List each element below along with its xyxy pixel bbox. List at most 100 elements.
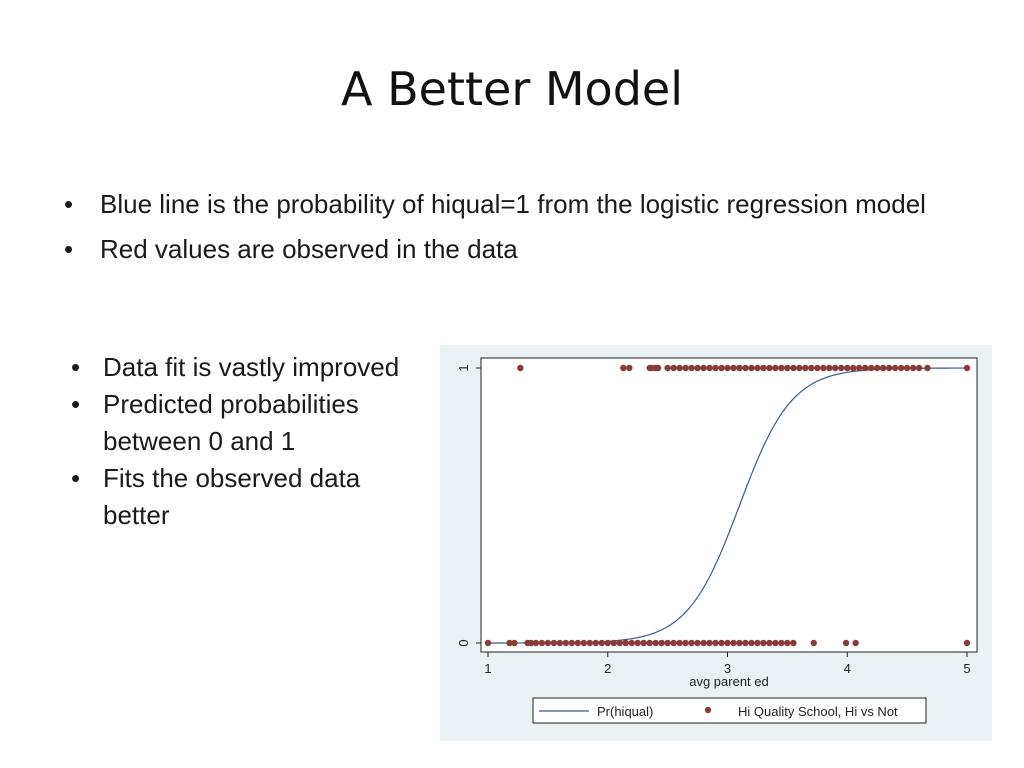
observed-point-y1 [736, 364, 743, 372]
observed-point-y1 [676, 364, 683, 372]
observed-point-y0 [760, 639, 767, 647]
observed-point-y1 [760, 364, 767, 372]
top-bullet-list: Blue line is the probability of hiqual=1… [64, 186, 960, 276]
observed-point-y0 [586, 639, 593, 647]
x-tick-label: 3 [724, 661, 731, 676]
observed-point-y1 [885, 364, 893, 372]
observed-point-y0 [754, 639, 761, 647]
observed-point-y0 [712, 639, 719, 647]
observed-point-y0 [682, 639, 689, 647]
observed-point-y0 [634, 639, 641, 647]
observed-point-y1 [891, 364, 899, 372]
observed-point-y0 [628, 639, 635, 647]
observed-point-y0 [810, 639, 817, 647]
observed-point-y1 [664, 364, 671, 372]
observed-point-y0 [622, 639, 629, 647]
observed-point-y0 [506, 639, 513, 647]
observed-point-y0 [772, 639, 779, 647]
observed-point-y1 [626, 364, 633, 372]
observed-point-y0 [511, 639, 518, 647]
observed-point-y1 [820, 364, 827, 372]
observed-point-y1 [814, 364, 821, 372]
y-axis: 01 [456, 364, 481, 647]
observed-point-y1 [712, 364, 719, 372]
legend-point-swatch [704, 706, 712, 714]
x-tick-label: 2 [604, 661, 611, 676]
x-axis-label: avg parent ed [689, 674, 769, 689]
observed-point-y1 [620, 364, 627, 372]
observed-point-y1 [700, 364, 707, 372]
observed-point-y0 [610, 639, 617, 647]
observed-point-y0 [556, 639, 564, 647]
legend: Pr(hiqual) Hi Quality School, Hi vs Not [532, 697, 927, 724]
observed-point-y0 [778, 639, 785, 647]
observed-point-y0 [598, 639, 605, 647]
observed-point-y0 [484, 639, 492, 647]
observed-point-y1 [706, 364, 713, 372]
observed-point-y0 [658, 639, 665, 647]
observed-point-y0 [706, 639, 713, 647]
observed-point-y1 [748, 364, 755, 372]
observed-point-y1 [868, 364, 875, 372]
observed-point-y1 [682, 364, 689, 372]
observed-point-y0 [676, 639, 683, 647]
observed-point-y0 [604, 639, 611, 647]
observed-point-y0 [562, 639, 570, 647]
observed-point-y1 [903, 364, 911, 372]
x-tick-label: 1 [484, 661, 491, 676]
observed-point-y1 [856, 364, 863, 372]
observed-point-y0 [963, 639, 971, 647]
observed-point-y1 [718, 364, 725, 372]
observed-point-y0 [652, 639, 659, 647]
observed-point-y1 [742, 364, 749, 372]
observed-point-y0 [580, 639, 587, 647]
observed-point-y0 [664, 639, 671, 647]
observed-point-y0 [574, 639, 582, 647]
observed-point-y0 [852, 639, 859, 647]
legend-box [532, 697, 927, 724]
x-tick-label: 4 [844, 661, 851, 676]
observed-point-y0 [730, 639, 737, 647]
observed-point-y1 [802, 364, 809, 372]
observed-point-y1 [808, 364, 815, 372]
observed-point-y1 [730, 364, 737, 372]
observed-point-y0 [790, 639, 797, 647]
observed-point-y1 [790, 364, 797, 372]
observed-point-y1 [838, 364, 845, 372]
observed-point-y0 [748, 639, 755, 647]
observed-point-y1 [844, 364, 851, 372]
legend-label-points: Hi Quality School, Hi vs Not [738, 704, 898, 719]
observed-point-y0 [742, 639, 749, 647]
y-tick-label: 1 [456, 364, 471, 371]
observed-point-y1 [772, 364, 779, 372]
observed-point-y0 [532, 639, 540, 647]
observed-point-y1 [963, 364, 971, 372]
observed-point-y0 [544, 639, 552, 647]
observed-point-y1 [688, 364, 695, 372]
bullet-red-values: Red values are observed in the data [64, 231, 960, 268]
bullet-blue-line: Blue line is the probability of hiqual=1… [64, 186, 960, 223]
observed-point-y1 [796, 364, 803, 372]
observed-point-y0 [527, 639, 535, 647]
observed-point-y0 [688, 639, 695, 647]
observed-point-y1 [850, 364, 857, 372]
observed-point-y0 [718, 639, 725, 647]
observed-point-y0 [784, 639, 791, 647]
observed-point-y1 [778, 364, 785, 372]
observed-point-y0 [550, 639, 558, 647]
observed-points [484, 364, 971, 647]
observed-point-y0 [640, 639, 647, 647]
observed-point-y0 [700, 639, 707, 647]
observed-point-y1 [724, 364, 731, 372]
slide-title: A Better Model [341, 62, 683, 116]
observed-point-y1 [784, 364, 791, 372]
observed-point-y0 [616, 639, 623, 647]
observed-point-y1 [862, 364, 869, 372]
bullet-data-fit: Data fit is vastly improved [71, 349, 413, 386]
bullet-predicted-probabilities: Predicted probabilities between 0 and 1 [71, 386, 413, 460]
observed-point-y1 [832, 364, 839, 372]
legend-label-line: Pr(hiqual) [597, 704, 653, 719]
observed-point-y0 [568, 639, 576, 647]
